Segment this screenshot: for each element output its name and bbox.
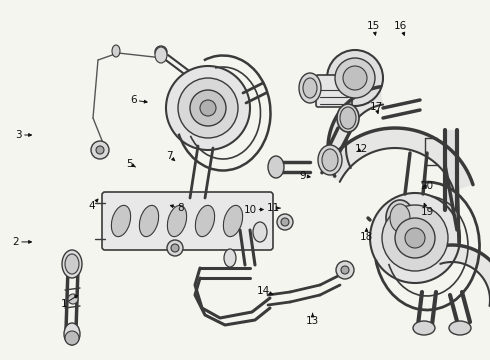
- Circle shape: [200, 100, 216, 116]
- Ellipse shape: [390, 204, 410, 232]
- Bar: [445, 130, 457, 210]
- Circle shape: [155, 46, 167, 58]
- Text: 10: 10: [244, 204, 263, 215]
- Ellipse shape: [112, 45, 120, 57]
- Ellipse shape: [62, 250, 82, 278]
- Circle shape: [65, 331, 79, 345]
- Ellipse shape: [303, 78, 317, 98]
- Text: 9: 9: [299, 171, 310, 181]
- Ellipse shape: [65, 254, 79, 274]
- Text: 19: 19: [420, 203, 434, 217]
- Text: 18: 18: [360, 229, 373, 242]
- Circle shape: [336, 261, 354, 279]
- Text: 12: 12: [355, 144, 368, 154]
- Circle shape: [166, 66, 250, 150]
- Text: 7: 7: [166, 150, 175, 161]
- Circle shape: [335, 58, 375, 98]
- FancyBboxPatch shape: [102, 192, 273, 250]
- Circle shape: [167, 240, 183, 256]
- Polygon shape: [328, 87, 383, 176]
- FancyBboxPatch shape: [316, 75, 352, 107]
- Text: 20: 20: [421, 181, 434, 192]
- Text: 1: 1: [60, 296, 77, 309]
- Text: 6: 6: [130, 95, 147, 105]
- Circle shape: [382, 205, 448, 271]
- Ellipse shape: [318, 145, 342, 175]
- Ellipse shape: [268, 156, 284, 178]
- Ellipse shape: [322, 149, 338, 171]
- Text: 15: 15: [367, 21, 380, 35]
- Ellipse shape: [224, 249, 236, 267]
- Ellipse shape: [139, 205, 159, 237]
- Text: 14: 14: [257, 286, 273, 296]
- Ellipse shape: [299, 73, 321, 103]
- Ellipse shape: [337, 104, 359, 132]
- Ellipse shape: [168, 205, 187, 237]
- Ellipse shape: [223, 205, 243, 237]
- Text: 13: 13: [306, 313, 319, 326]
- Circle shape: [343, 66, 367, 90]
- Ellipse shape: [340, 107, 356, 129]
- Text: 16: 16: [394, 21, 408, 35]
- Circle shape: [178, 78, 238, 138]
- Ellipse shape: [253, 222, 267, 242]
- Circle shape: [68, 294, 78, 304]
- Polygon shape: [435, 245, 490, 309]
- Text: 17: 17: [369, 102, 383, 113]
- Ellipse shape: [155, 47, 167, 63]
- Circle shape: [327, 50, 383, 106]
- Circle shape: [277, 214, 293, 230]
- Ellipse shape: [413, 321, 435, 335]
- Ellipse shape: [449, 321, 471, 335]
- Circle shape: [370, 193, 460, 283]
- Ellipse shape: [386, 200, 414, 236]
- Circle shape: [190, 90, 226, 126]
- Circle shape: [96, 146, 104, 154]
- Circle shape: [91, 141, 109, 159]
- Text: 4: 4: [89, 199, 98, 211]
- Text: 11: 11: [267, 203, 280, 213]
- Circle shape: [395, 218, 435, 258]
- Circle shape: [281, 218, 289, 226]
- Ellipse shape: [64, 323, 80, 345]
- Circle shape: [171, 244, 179, 252]
- Ellipse shape: [111, 205, 131, 237]
- Polygon shape: [322, 128, 473, 191]
- Text: 3: 3: [15, 130, 31, 140]
- Text: 8: 8: [171, 203, 184, 213]
- Circle shape: [341, 266, 349, 274]
- Ellipse shape: [196, 205, 215, 237]
- Text: 5: 5: [126, 159, 136, 169]
- Text: 2: 2: [12, 237, 31, 247]
- Circle shape: [405, 228, 425, 248]
